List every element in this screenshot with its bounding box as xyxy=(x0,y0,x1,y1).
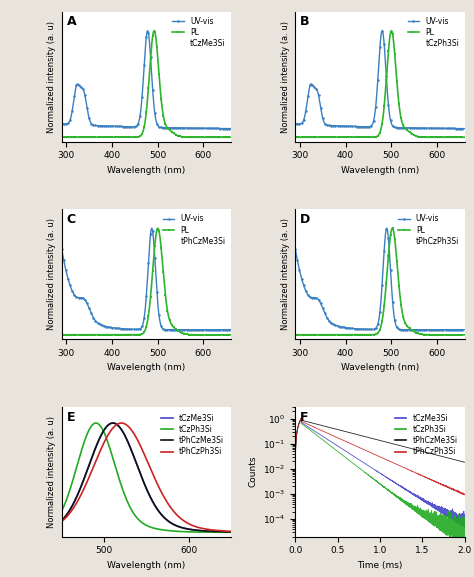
Legend: tCzMe3Si, tCzPh3Si, tPhCzMe3Si, tPhCzPh3Si: tCzMe3Si, tCzPh3Si, tPhCzMe3Si, tPhCzPh3… xyxy=(158,410,227,459)
X-axis label: Wavelength (nm): Wavelength (nm) xyxy=(107,364,185,372)
Text: F: F xyxy=(301,411,309,424)
X-axis label: Wavelength (nm): Wavelength (nm) xyxy=(341,364,419,372)
Text: B: B xyxy=(301,16,310,28)
Y-axis label: Normalized intensity (a. u): Normalized intensity (a. u) xyxy=(47,415,56,527)
X-axis label: Time (ms): Time (ms) xyxy=(357,561,402,570)
Legend: UV-vis, PL, tPhCzPh3Si: UV-vis, PL, tPhCzPh3Si xyxy=(397,213,461,248)
Legend: tCzMe3Si, tCzPh3Si, tPhCzMe3Si, tPhCzPh3Si: tCzMe3Si, tCzPh3Si, tPhCzMe3Si, tPhCzPh3… xyxy=(392,410,461,459)
X-axis label: Wavelength (nm): Wavelength (nm) xyxy=(107,561,185,570)
X-axis label: Wavelength (nm): Wavelength (nm) xyxy=(107,166,185,175)
Y-axis label: Normalized intensity (a. u): Normalized intensity (a. u) xyxy=(47,21,56,133)
Legend: UV-vis, PL, tPhCzMe3Si: UV-vis, PL, tPhCzMe3Si xyxy=(161,213,227,248)
Text: D: D xyxy=(301,213,310,226)
Legend: UV-vis, PL, tCzPh3Si: UV-vis, PL, tCzPh3Si xyxy=(406,16,461,50)
Text: A: A xyxy=(67,16,76,28)
Y-axis label: Normalized intensity (a. u): Normalized intensity (a. u) xyxy=(281,218,290,330)
Y-axis label: Normalized intensity (a. u): Normalized intensity (a. u) xyxy=(47,218,56,330)
Y-axis label: Normalized intensity (a. u): Normalized intensity (a. u) xyxy=(281,21,290,133)
Legend: UV-vis, PL, tCzMe3Si: UV-vis, PL, tCzMe3Si xyxy=(171,16,227,50)
Y-axis label: Counts: Counts xyxy=(248,456,257,488)
X-axis label: Wavelength (nm): Wavelength (nm) xyxy=(341,166,419,175)
Text: C: C xyxy=(67,213,76,226)
Text: E: E xyxy=(67,411,75,424)
